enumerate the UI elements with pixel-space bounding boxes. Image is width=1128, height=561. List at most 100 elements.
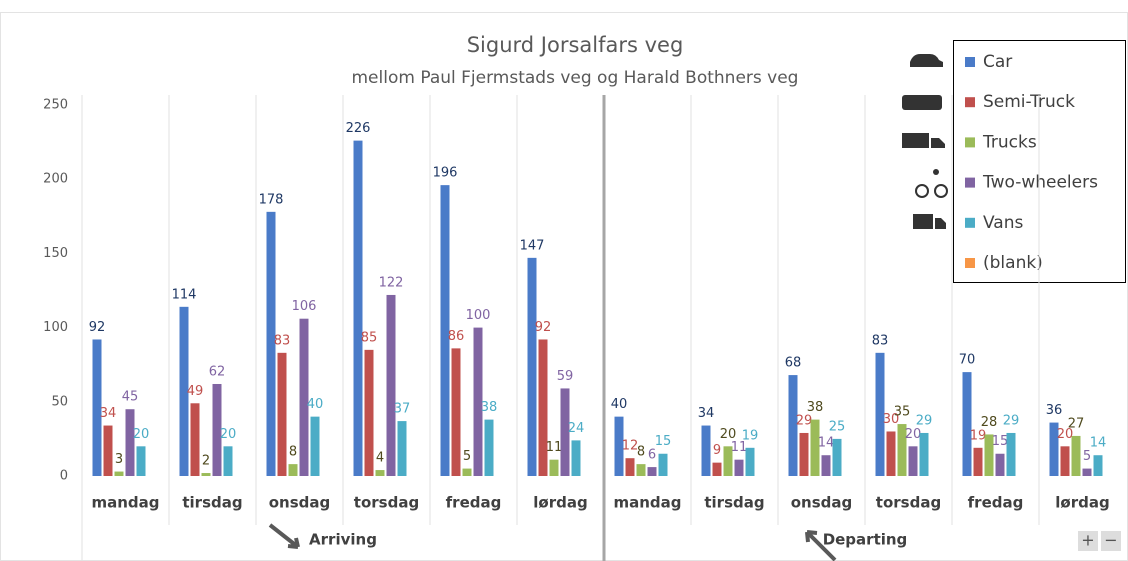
bar	[92, 339, 102, 476]
data-label: 106	[292, 299, 317, 314]
bar	[636, 464, 646, 476]
data-label: 15	[992, 434, 1009, 449]
data-label: 20	[1057, 427, 1074, 442]
bar	[984, 434, 994, 476]
data-label: 9	[713, 443, 721, 458]
truck-cab-icon	[931, 138, 945, 148]
bike-icon	[915, 184, 929, 198]
data-label: 38	[807, 400, 824, 415]
bar	[799, 432, 809, 476]
arrow-icon	[268, 523, 300, 549]
bar	[223, 446, 233, 476]
bar	[973, 447, 983, 476]
bar	[266, 211, 276, 476]
data-label: 147	[520, 238, 545, 253]
zoom-in-button[interactable]	[1078, 531, 1098, 551]
zoom-out-button[interactable]	[1101, 531, 1121, 551]
bar	[277, 352, 287, 476]
data-label: 178	[259, 192, 284, 207]
data-label: 83	[872, 333, 889, 348]
data-label: 6	[648, 448, 656, 463]
data-label: 40	[611, 397, 628, 412]
bar	[386, 294, 396, 476]
y-tick-label: 250	[43, 98, 68, 113]
data-label: 122	[379, 275, 404, 290]
data-label: 100	[466, 308, 491, 323]
bar	[397, 421, 407, 476]
van-cab-icon	[935, 218, 946, 229]
bar	[299, 318, 309, 476]
data-label: 11	[731, 440, 748, 455]
y-tick-label: 100	[43, 320, 68, 335]
data-label: 38	[481, 400, 498, 415]
truck-icon	[902, 133, 929, 148]
legend-swatch	[965, 97, 975, 108]
bar	[810, 419, 820, 476]
data-label: 3	[115, 452, 123, 467]
data-label: 12	[622, 439, 639, 454]
chart-subtitle: mellom Paul Fjermstads veg og Harald Bot…	[352, 68, 799, 88]
bar	[919, 432, 929, 476]
bar	[201, 473, 211, 476]
bar	[136, 446, 146, 476]
legend-swatch	[965, 177, 975, 188]
bar	[560, 388, 570, 476]
zoom-in-icon[interactable]: +	[1081, 531, 1094, 550]
data-label: 62	[209, 364, 226, 379]
bike-icon	[933, 169, 939, 175]
legend-label: Trucks	[982, 132, 1037, 152]
bar	[1006, 432, 1016, 476]
data-label: 196	[433, 166, 458, 181]
x-tick-label: lørdag	[533, 494, 587, 512]
legend-label: Vans	[983, 213, 1024, 233]
van-icon	[913, 214, 933, 229]
data-label: 8	[637, 445, 645, 460]
legend-label: Two-wheelers	[982, 173, 1098, 193]
data-label: 24	[568, 421, 585, 436]
data-label: 5	[463, 449, 471, 464]
data-label: 5	[1083, 449, 1091, 464]
zoom-out-icon[interactable]: −	[1104, 531, 1117, 550]
bar	[832, 438, 842, 476]
bar	[712, 462, 722, 476]
bar	[473, 327, 483, 476]
data-label: 45	[122, 390, 139, 405]
x-tick-label: tirsdag	[704, 494, 764, 512]
x-tick-label: mandag	[613, 494, 681, 512]
bar	[364, 349, 374, 476]
x-tick-label: onsdag	[269, 494, 331, 512]
y-tick-label: 150	[43, 246, 68, 261]
data-label: 34	[698, 406, 715, 421]
bar	[734, 459, 744, 476]
bar	[1093, 455, 1103, 476]
bar	[484, 419, 494, 476]
y-tick-label: 0	[60, 469, 68, 484]
data-label: 36	[1046, 403, 1063, 418]
data-label: 49	[187, 384, 204, 399]
bar	[212, 383, 222, 476]
bar	[625, 458, 635, 476]
legend-swatch	[965, 137, 975, 148]
bar	[875, 352, 885, 476]
data-label: 29	[1003, 413, 1020, 428]
bar	[821, 455, 831, 476]
bar	[886, 431, 896, 476]
data-label: 37	[394, 402, 411, 417]
bar	[103, 425, 113, 476]
group-label: Arriving	[309, 531, 377, 549]
data-label: 20	[133, 427, 150, 442]
data-label: 11	[546, 440, 563, 455]
bar	[114, 471, 124, 476]
chart-title: Sigurd Jorsalfars veg	[467, 33, 684, 57]
data-label: 15	[655, 434, 672, 449]
bar	[462, 468, 472, 476]
data-label: 92	[535, 320, 552, 335]
x-tick-label: tirsdag	[182, 494, 242, 512]
bar	[1060, 446, 1070, 476]
data-label: 29	[796, 413, 813, 428]
bar	[527, 257, 537, 476]
data-label: 40	[307, 397, 324, 412]
data-label: 35	[894, 405, 911, 420]
bar	[375, 470, 385, 476]
bar	[353, 140, 363, 476]
